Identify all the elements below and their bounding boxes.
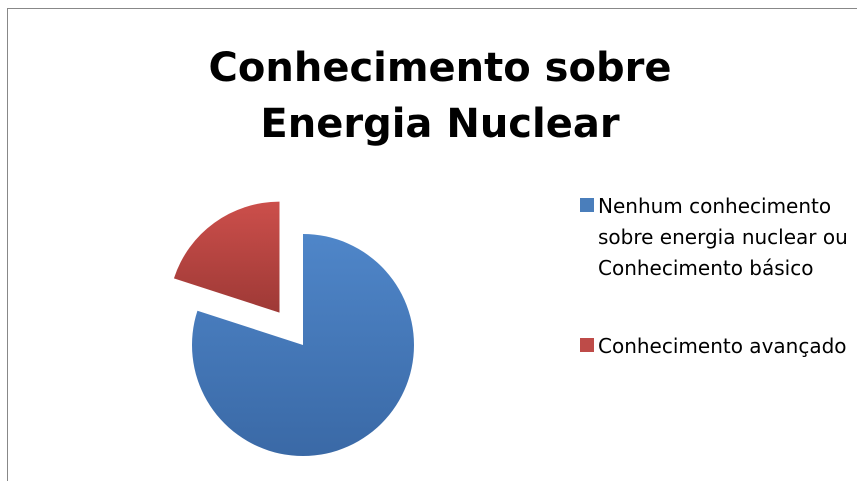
legend-swatch bbox=[580, 198, 594, 212]
frame bbox=[7, 8, 857, 481]
legend-label: Nenhum conhecimento sobre energia nuclea… bbox=[598, 194, 848, 280]
legend-item: Conhecimento avançado bbox=[580, 331, 857, 362]
pie-slice bbox=[173, 201, 280, 313]
chart-title: Conhecimento sobre Energia Nuclear bbox=[208, 45, 672, 147]
legend-label: Conhecimento avançado bbox=[598, 334, 847, 358]
pie-slice bbox=[192, 234, 414, 456]
legend-swatch bbox=[580, 338, 594, 352]
legend-item: Nenhum conhecimento sobre energia nuclea… bbox=[580, 191, 857, 284]
